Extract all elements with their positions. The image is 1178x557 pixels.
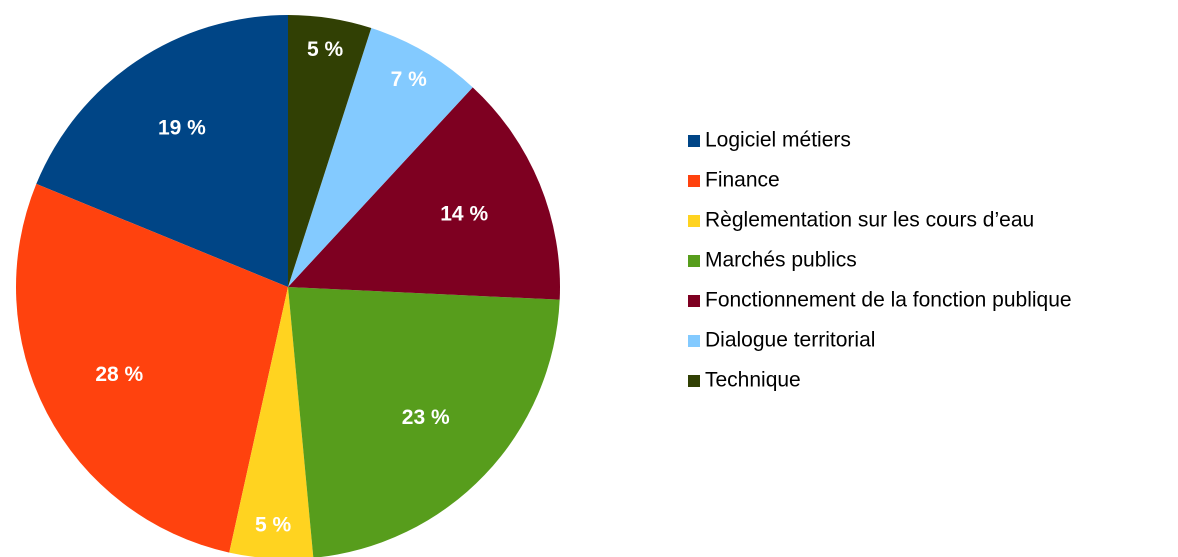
legend-swatch <box>688 375 700 387</box>
pie-slice <box>288 15 372 287</box>
legend-label: Fonctionnement de la fonction publique <box>705 289 1072 312</box>
pie-slice <box>288 87 560 300</box>
legend-label: Logiciel métiers <box>705 129 851 152</box>
legend-swatch <box>688 215 700 227</box>
pie-slice <box>288 287 560 557</box>
value-label: 19 % <box>158 116 206 139</box>
pie-slice <box>15 183 289 553</box>
legend-swatch <box>688 295 700 307</box>
value-label: 5 % <box>307 38 344 61</box>
legend-label: Règlementation sur les cours d’eau <box>705 209 1034 232</box>
legend-label: Marchés publics <box>705 249 857 272</box>
pie-slice <box>288 28 473 288</box>
value-label: 23 % <box>402 406 450 429</box>
legend-swatch <box>688 335 700 347</box>
legend-swatch <box>688 175 700 187</box>
value-label: 5 % <box>255 513 292 536</box>
value-label: 7 % <box>391 68 428 91</box>
legend-label: Technique <box>705 369 801 392</box>
pie-slice <box>229 287 314 557</box>
value-label: 28 % <box>95 363 143 386</box>
pie-slice <box>36 15 288 287</box>
legend-label: Finance <box>705 169 780 192</box>
value-label: 14 % <box>440 202 488 225</box>
legend-swatch <box>688 135 700 147</box>
legend-label: Dialogue territorial <box>705 329 875 352</box>
legend-swatch <box>688 255 700 267</box>
